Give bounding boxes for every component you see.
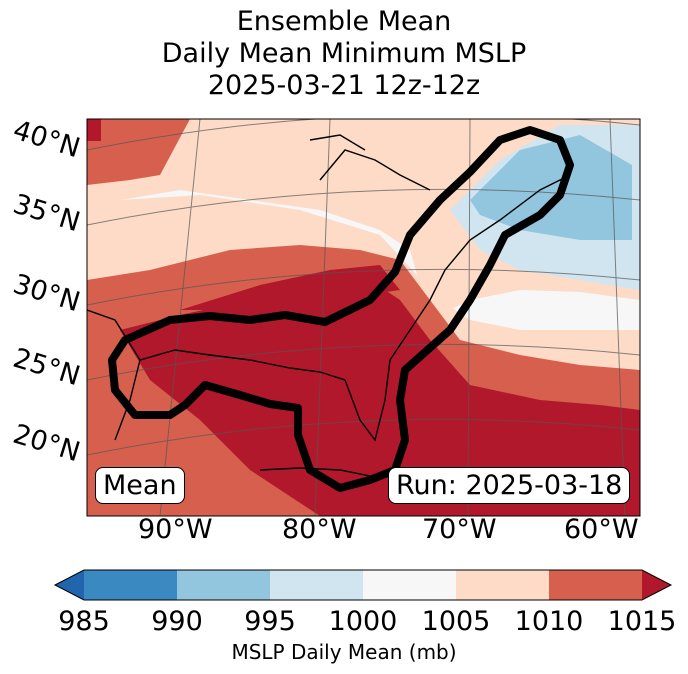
coastlines bbox=[87, 134, 571, 479]
colorbar-segment-1000-1005 bbox=[363, 570, 456, 600]
mean-box: Mean bbox=[95, 467, 185, 504]
colorbar-extend-low bbox=[55, 570, 84, 600]
colorbar-segment-985-990 bbox=[84, 570, 177, 600]
contour-above-1015-north bbox=[180, 265, 400, 310]
run-box: Run: 2025-03-18 bbox=[388, 467, 631, 504]
contour-above-1015 bbox=[120, 280, 640, 516]
colorbar-extend-high bbox=[642, 570, 671, 600]
title-line-3: 2025-03-21 12z-12z bbox=[207, 70, 481, 101]
colorbar-segment-990-995 bbox=[177, 570, 270, 600]
contour-above-1015-corner bbox=[87, 119, 101, 141]
colorbar-outline bbox=[53, 569, 673, 601]
colorbar-tick-990: 990 bbox=[151, 606, 203, 637]
map-frame bbox=[86, 118, 641, 517]
colorbar-tick-1000: 1000 bbox=[328, 606, 398, 637]
colorbar-segment-1005-1010 bbox=[456, 570, 549, 600]
colorbar-tick-985: 985 bbox=[58, 606, 110, 637]
colorbar-tick-1005: 1005 bbox=[421, 606, 491, 637]
colorbar-segment-995-1000 bbox=[270, 570, 363, 600]
contour-1010-1015 bbox=[87, 119, 190, 185]
colorbar-label: MSLP Daily Mean (mb) bbox=[231, 640, 457, 664]
colorbar-tick-1010: 1010 bbox=[514, 606, 584, 637]
lon-label-60w: 60°W bbox=[564, 514, 639, 545]
title-line-2: Daily Mean Minimum MSLP bbox=[161, 38, 527, 69]
threshold-contour bbox=[108, 126, 574, 492]
title-line-1: Ensemble Mean bbox=[236, 6, 452, 37]
lon-label-70w: 70°W bbox=[422, 514, 497, 545]
colorbar-segment-1010-1015 bbox=[549, 570, 642, 600]
colorbar-tick-995: 995 bbox=[244, 606, 296, 637]
colorbar-tick-1015: 1015 bbox=[607, 606, 677, 637]
lon-label-80w: 80°W bbox=[282, 514, 357, 545]
contour-990-995 bbox=[470, 135, 632, 240]
lon-label-90w: 90°W bbox=[138, 514, 213, 545]
